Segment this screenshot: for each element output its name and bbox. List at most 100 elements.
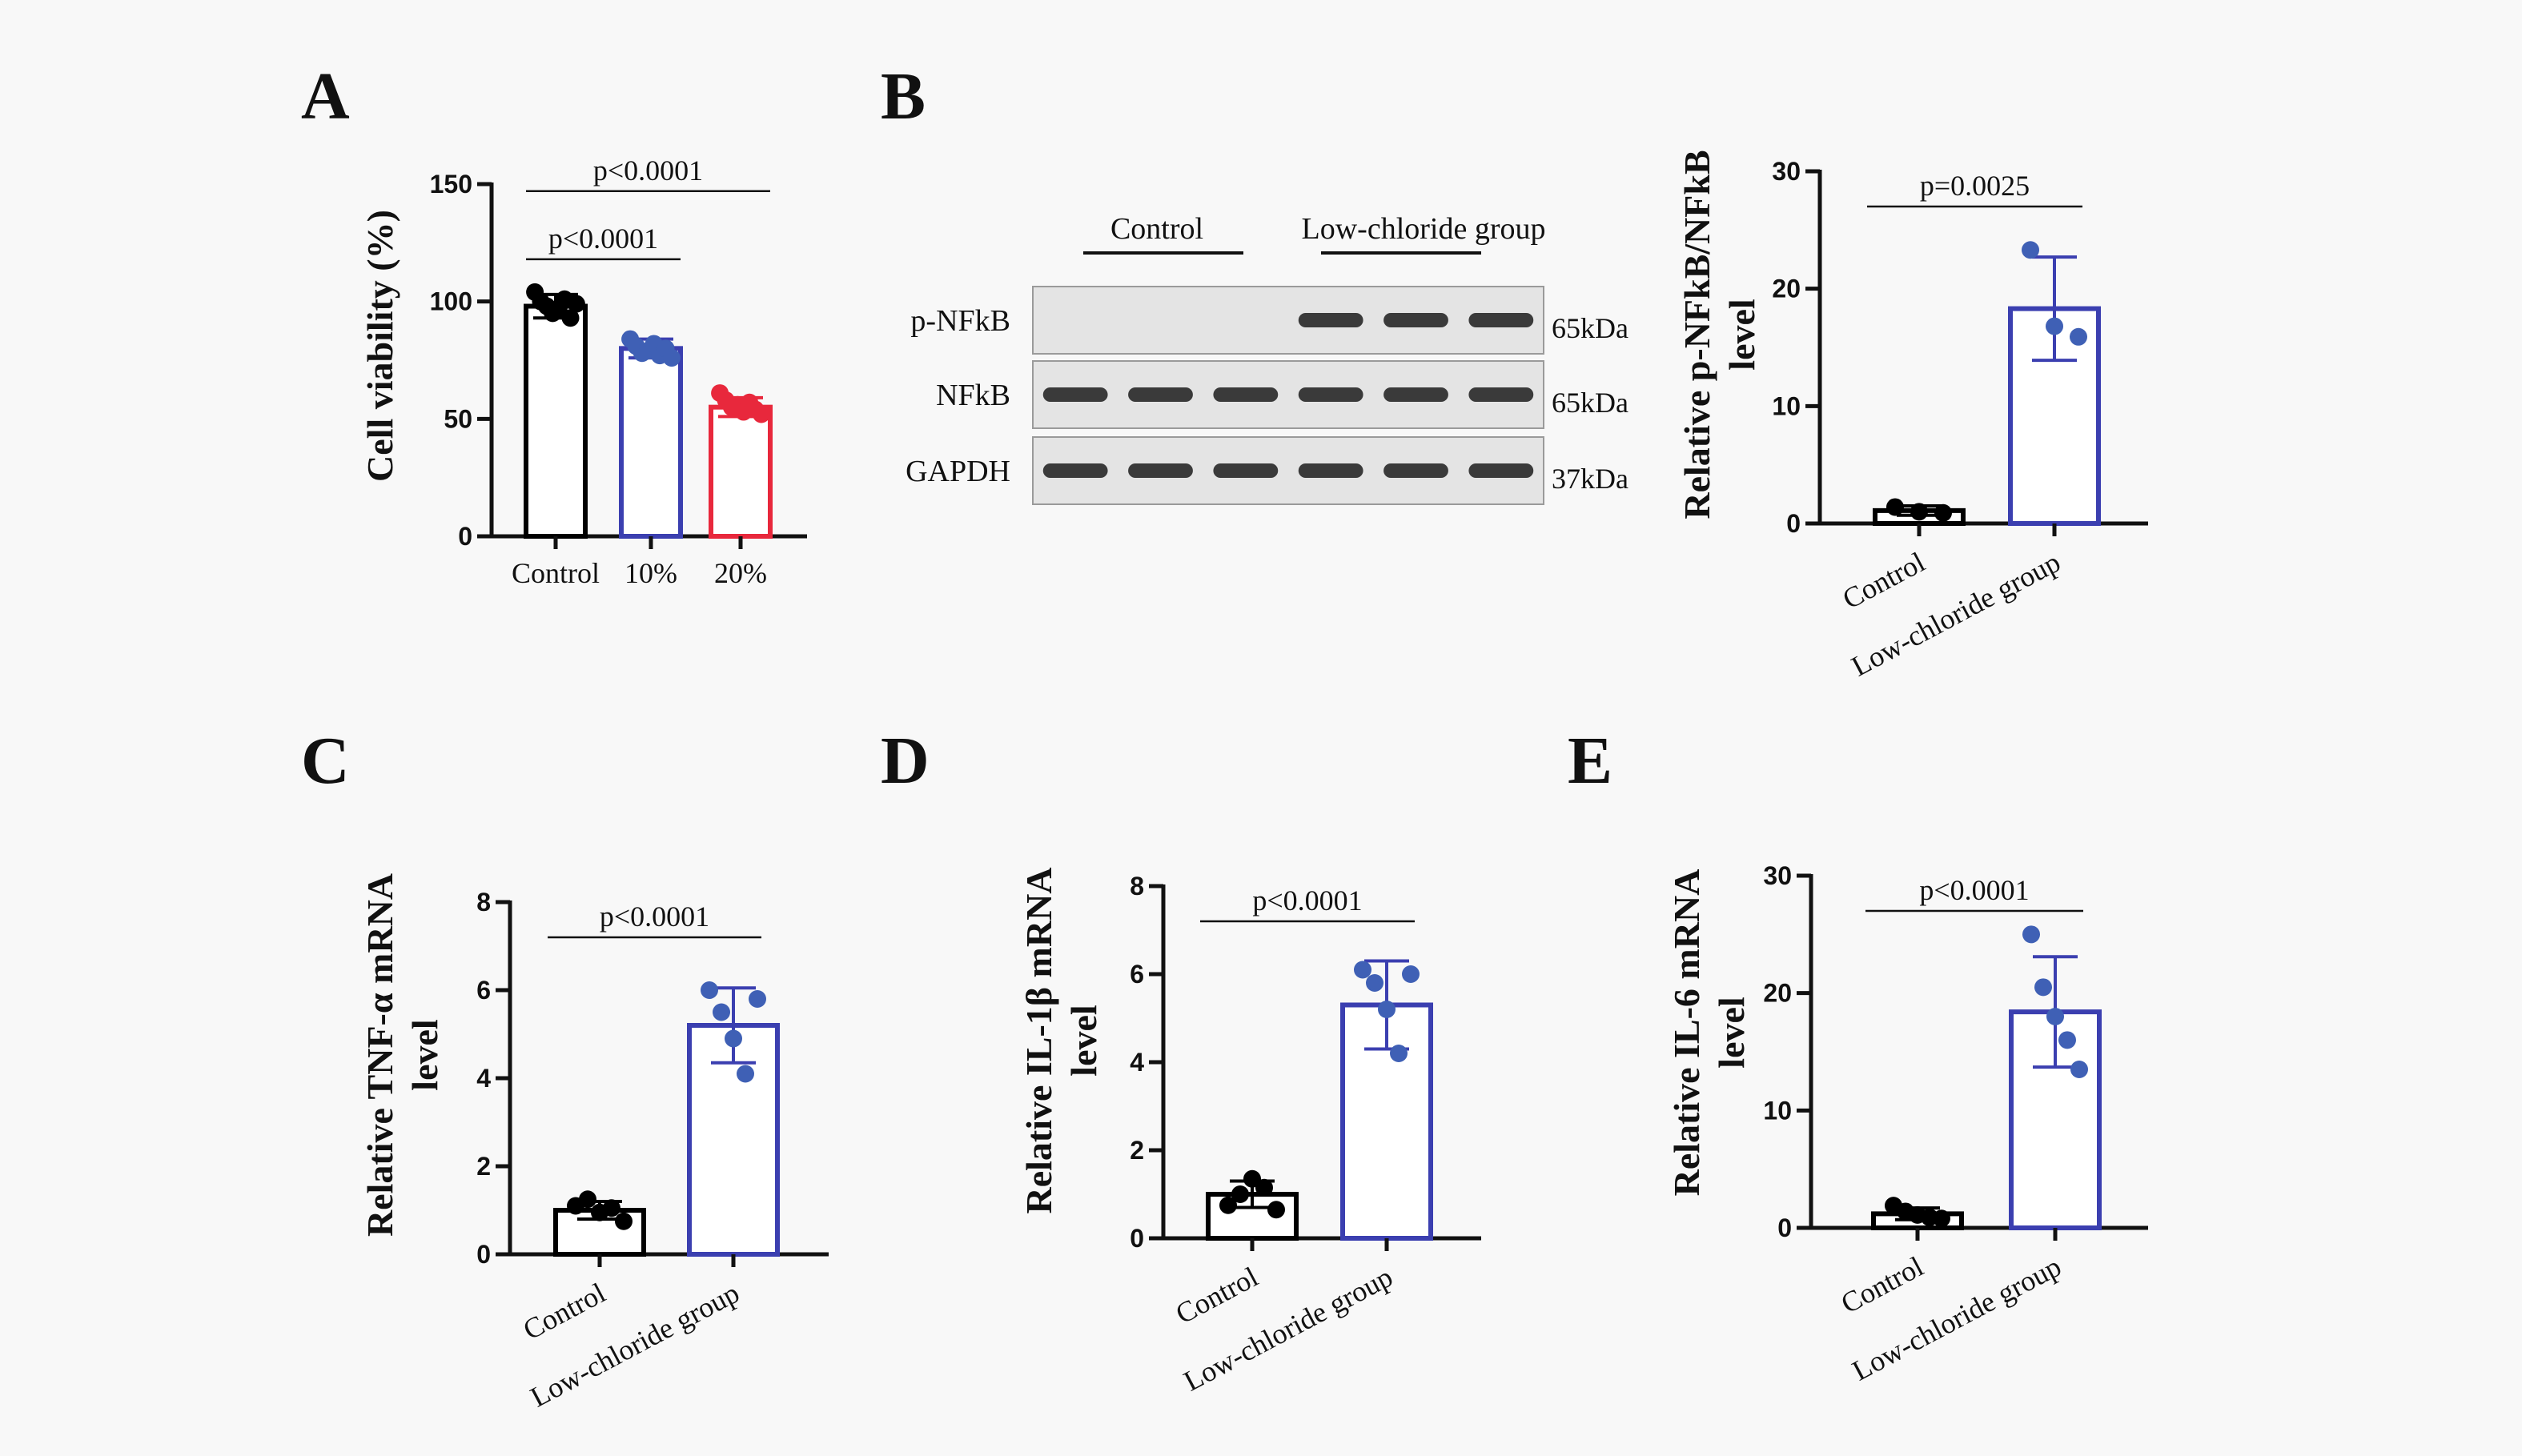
blot-band — [1468, 387, 1534, 402]
y-tick-label: 20 — [1772, 275, 1801, 303]
y-tick-label: 8 — [476, 888, 491, 917]
p-value-label: p<0.0001 — [1252, 884, 1362, 917]
y-tick-label: 20 — [1763, 979, 1792, 1008]
x-tick-label: Control — [512, 557, 600, 589]
y-tick-label: 0 — [1786, 509, 1801, 538]
y-tick-label: 150 — [430, 170, 472, 199]
y-axis-label: Relative IL-1β mRNA level — [1018, 867, 1104, 1213]
blot-kda-label: 65kDa — [1552, 312, 1628, 344]
data-point — [615, 1212, 633, 1230]
data-point — [2070, 327, 2087, 346]
data-point — [603, 1199, 620, 1217]
y-tick-label: 10 — [1763, 1096, 1792, 1125]
blot-band — [1298, 463, 1363, 478]
p-value-label: p<0.0001 — [548, 223, 658, 255]
data-point — [2046, 1008, 2064, 1025]
western-blot: Control Low-chloride group p-NFkB 65kDa NF… — [906, 212, 1628, 505]
blot-band — [1468, 463, 1534, 478]
p-value-label: p=0.0025 — [1920, 170, 2030, 202]
data-point — [1219, 1196, 1237, 1214]
blot-kda-label: 37kDa — [1552, 463, 1628, 495]
x-tick-label: 20% — [714, 557, 767, 589]
data-point — [1910, 503, 1928, 521]
blot-strip — [1032, 360, 1544, 429]
data-point — [701, 981, 718, 999]
bar-2 — [709, 404, 773, 539]
x-tick-label: 10% — [624, 557, 677, 589]
y-tick-label: 2 — [476, 1152, 491, 1181]
panel-letter-e: E — [1568, 724, 1612, 798]
y-axis-label: Relative TNF-α mRNA level — [359, 873, 445, 1237]
y-axis-label: Relative IL-6 mRNA level — [1666, 869, 1752, 1197]
blot-band — [1128, 463, 1193, 478]
data-point — [752, 405, 770, 423]
data-point — [1402, 965, 1420, 983]
bar-0 — [524, 303, 588, 539]
data-point — [1366, 974, 1383, 992]
data-point — [2058, 1031, 2076, 1049]
panel-letter-c: C — [301, 724, 350, 798]
blot-band — [1298, 387, 1363, 402]
data-point — [2022, 241, 2039, 259]
blot-row-label: p-NFkB — [910, 304, 1010, 338]
y-axis-label: Cell viability (%) — [359, 210, 400, 482]
data-point — [2070, 1061, 2088, 1078]
blot-band — [1383, 387, 1448, 402]
data-point — [1255, 1178, 1273, 1197]
y-tick-label: 100 — [430, 287, 472, 316]
y-axis-label: Relative p-NFkB/NFkB level — [1677, 150, 1762, 519]
data-point — [1354, 961, 1371, 979]
blot-band — [1042, 463, 1108, 478]
blot-strip — [1032, 436, 1544, 505]
bar-1 — [619, 346, 683, 539]
data-point — [2022, 925, 2040, 944]
y-tick-label: 0 — [476, 1240, 491, 1269]
blot-band — [1213, 387, 1279, 402]
data-point — [662, 349, 681, 367]
blot-band — [1298, 313, 1363, 327]
blot-row-label: NFkB — [936, 379, 1010, 412]
y-tick-label: 4 — [1130, 1048, 1144, 1077]
data-point — [1378, 1001, 1396, 1018]
data-point — [749, 990, 766, 1008]
p-value-label: p<0.0001 — [593, 154, 703, 187]
blot-group-control-label: Control — [1110, 212, 1203, 246]
blot-band — [1383, 463, 1448, 478]
p-value-label: p<0.0001 — [1919, 874, 2029, 906]
y-tick-label: 0 — [458, 522, 472, 551]
blot-band — [1468, 313, 1534, 327]
data-point — [561, 309, 580, 327]
y-tick-label: 6 — [476, 976, 491, 1005]
blot-kda-label: 65kDa — [1552, 387, 1628, 419]
data-point — [1933, 1209, 1950, 1228]
y-tick-label: 8 — [1130, 872, 1144, 900]
blot-group-lowchloride-label: Low-chloride group — [1302, 212, 1546, 246]
blot-band — [1213, 463, 1279, 478]
y-tick-label: 6 — [1130, 960, 1144, 989]
y-tick-label: 2 — [1130, 1136, 1144, 1165]
data-point — [725, 1029, 742, 1048]
data-point — [713, 1003, 730, 1021]
data-point — [2034, 978, 2052, 997]
data-point — [2046, 317, 2063, 335]
data-point — [1934, 503, 1952, 522]
blot-band — [1128, 387, 1193, 402]
data-point — [567, 295, 585, 313]
data-point — [1886, 498, 1904, 516]
panel-letter-a: A — [301, 59, 350, 134]
p-value-label: p<0.0001 — [600, 900, 709, 933]
y-tick-label: 0 — [1130, 1224, 1144, 1253]
data-point — [1390, 1045, 1408, 1062]
blot-band — [1383, 313, 1448, 327]
y-tick-label: 0 — [1777, 1213, 1792, 1242]
blot-strip — [1032, 286, 1544, 355]
data-point — [579, 1190, 596, 1209]
chart-a: 0 50 100 150 Cell viability (%) Control 10% 20%… — [359, 154, 807, 589]
y-tick-label: 50 — [444, 404, 472, 433]
blot-band — [1042, 387, 1108, 402]
y-tick-label: 4 — [476, 1064, 491, 1093]
y-tick-label: 10 — [1772, 391, 1801, 420]
